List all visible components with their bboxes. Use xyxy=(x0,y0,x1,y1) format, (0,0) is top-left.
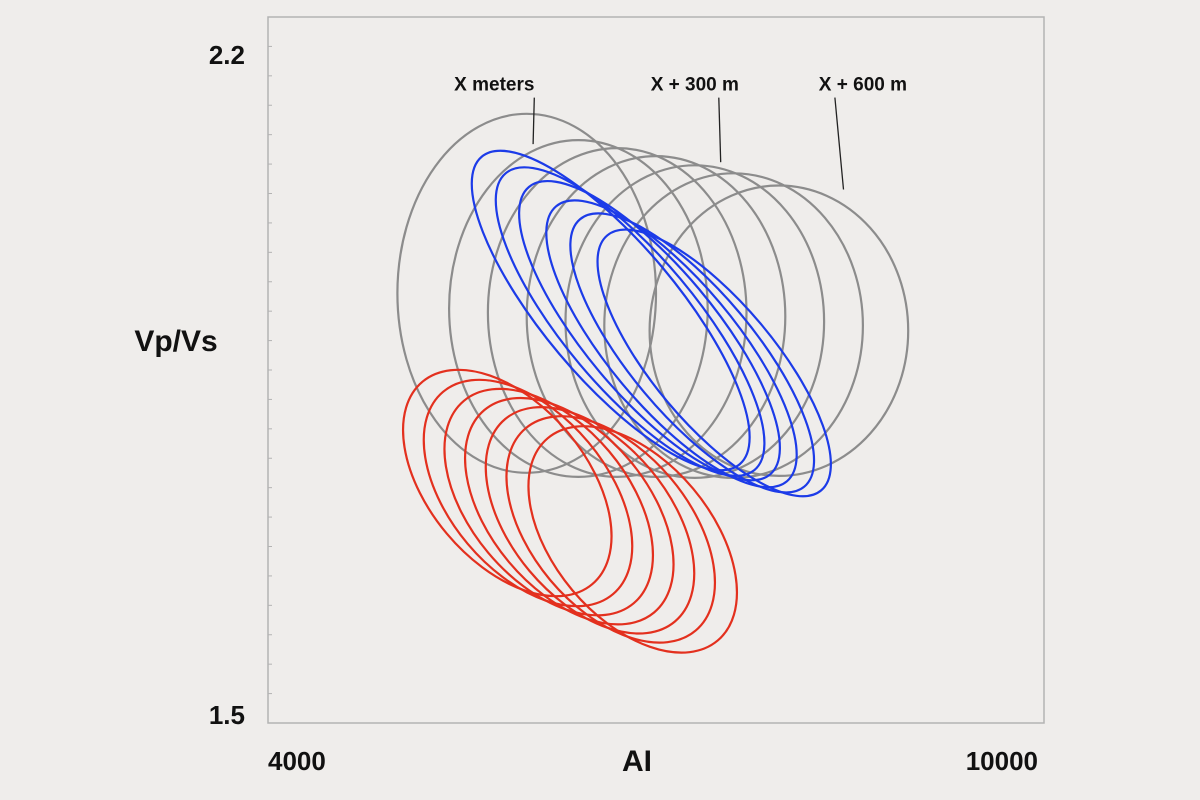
x-axis-title: AI xyxy=(622,745,652,778)
ellipse-blue-5 xyxy=(596,228,832,498)
series-blue xyxy=(470,149,832,498)
annotation-label: X + 600 m xyxy=(819,75,907,96)
ellipse-red-4 xyxy=(484,406,696,635)
ellipse-red-3 xyxy=(463,396,675,626)
ellipse-gray-6 xyxy=(648,184,910,478)
y-axis-title: Vp/Vs xyxy=(134,325,217,358)
x-tick-label-left: 4000 xyxy=(268,746,326,776)
y-tick-label-top: 2.2 xyxy=(209,40,245,70)
ellipse-gray-2 xyxy=(486,147,748,478)
annotation-label: X + 300 m xyxy=(651,75,739,96)
annotation-leader-line xyxy=(532,97,535,145)
annotation-leader-line xyxy=(834,97,845,190)
ellipse-blue-0 xyxy=(470,149,751,472)
ellipse-gray-1 xyxy=(448,139,709,478)
ellipse-blue-2 xyxy=(518,179,781,482)
x-tick-label-right: 10000 xyxy=(966,746,1038,776)
ellipse-red-1 xyxy=(422,378,634,608)
series-layer xyxy=(396,112,910,654)
ellipse-gray-0 xyxy=(396,112,658,474)
ellipse-blue-4 xyxy=(569,212,816,494)
ellipse-blue-3 xyxy=(545,199,798,489)
annotation-label: X meters xyxy=(454,75,534,96)
y-axis-ticks xyxy=(268,45,272,695)
ellipse-gray-4 xyxy=(564,164,826,480)
series-red xyxy=(401,368,739,654)
y-tick-label-bottom: 1.5 xyxy=(209,700,245,730)
ellipse-red-5 xyxy=(505,415,717,644)
ellipse-blue-1 xyxy=(494,166,766,477)
plot-frame xyxy=(267,16,1045,724)
ellipse-red-0 xyxy=(401,368,613,598)
ellipse-red-2 xyxy=(443,387,655,617)
annotation-layer: X meters X + 300 m X + 600 m xyxy=(454,75,907,190)
series-gray xyxy=(396,112,910,480)
annotation-leader-line xyxy=(718,97,722,163)
ellipse-red-6 xyxy=(527,425,739,654)
